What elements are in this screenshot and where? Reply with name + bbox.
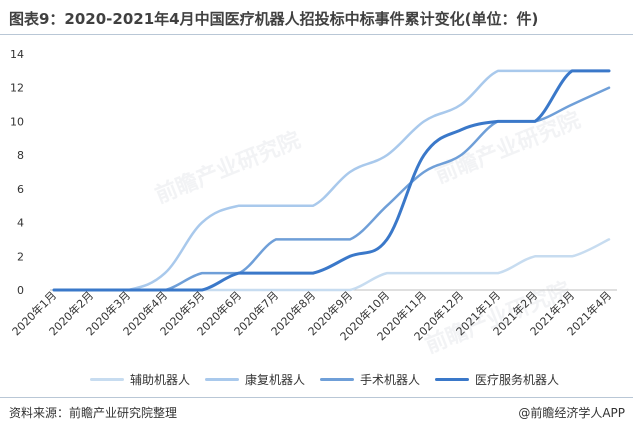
legend-swatch <box>205 377 239 381</box>
y-tick-label: 12 <box>10 82 24 95</box>
chart-legend: 辅助机器人 康复机器人 手术机器人 医疗服务机器人 <box>0 370 633 388</box>
legend-item: 康复机器人 <box>205 370 305 388</box>
legend-label: 辅助机器人 <box>130 372 191 387</box>
brand-credit: @前瞻经济学人APP <box>518 406 625 420</box>
y-tick-label: 10 <box>10 115 24 128</box>
y-tick-label: 8 <box>17 149 24 162</box>
source-note: 资料来源：前瞻产业研究院整理 <box>9 406 178 420</box>
y-tick-label: 2 <box>17 250 24 263</box>
footer-divider <box>0 397 633 398</box>
legend-item: 医疗服务机器人 <box>435 370 559 388</box>
legend-swatch <box>320 377 354 381</box>
legend-item: 手术机器人 <box>320 370 420 388</box>
legend-label: 手术机器人 <box>360 372 421 387</box>
y-tick-label: 6 <box>17 183 24 196</box>
chart-title: 图表9：2020-2021年4月中国医疗机器人招投标中标事件累计变化(单位：件) <box>9 10 539 28</box>
legend-swatch <box>90 377 124 381</box>
title-divider <box>0 34 633 35</box>
y-tick-label: 4 <box>17 217 24 230</box>
y-tick-label: 0 <box>17 284 24 297</box>
legend-label: 医疗服务机器人 <box>475 372 560 387</box>
legend-swatch <box>435 377 469 381</box>
legend-item: 辅助机器人 <box>90 370 190 388</box>
legend-label: 康复机器人 <box>245 372 306 387</box>
line-chart: 024681012142020年1月2020年2月2020年3月2020年4月2… <box>9 48 617 343</box>
series-line-4 <box>52 69 611 292</box>
series-line-2 <box>52 69 611 292</box>
y-tick-label: 14 <box>10 48 24 61</box>
